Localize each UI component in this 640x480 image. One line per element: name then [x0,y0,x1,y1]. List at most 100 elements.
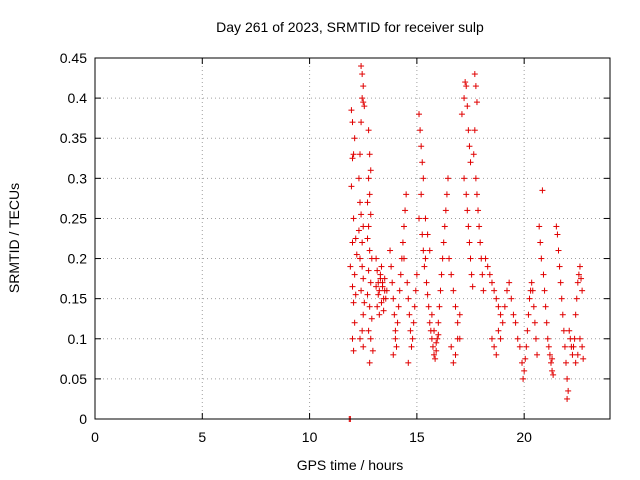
data-point [350,215,357,222]
data-point [444,175,451,182]
data-point [377,271,384,278]
data-point [364,291,371,298]
data-point [495,303,502,310]
data-point [369,347,376,354]
data-point [454,319,461,326]
data-point [458,111,465,118]
data-point [558,295,565,302]
data-point [463,83,470,90]
data-point [395,303,402,310]
data-point [574,279,581,286]
data-point [452,303,459,310]
data-point [536,223,543,230]
data-point [549,355,556,362]
data-point [404,279,411,286]
data-point [463,191,470,198]
data-point [470,151,477,158]
data-point [506,279,513,286]
data-point [516,343,523,350]
data-point [359,71,366,78]
data-point [520,375,527,382]
data-point [358,63,365,70]
x-tick-label: 5 [198,429,206,445]
data-point [378,263,385,270]
data-point [351,319,358,326]
data-point [350,151,357,158]
data-point [366,359,373,366]
data-point [367,167,374,174]
data-point [349,119,356,126]
data-point [359,327,366,334]
data-point [361,299,368,306]
data-point [420,247,427,254]
data-point [576,263,583,270]
data-point [579,287,586,294]
data-point [499,319,506,326]
data-point [465,127,472,134]
data-point [578,275,585,282]
data-point [491,343,498,350]
data-point [468,271,475,278]
data-point [424,231,431,238]
data-point [379,279,386,286]
data-point [374,267,381,274]
data-point [433,339,440,346]
data-point [522,355,529,362]
data-point [368,315,375,322]
tick-layer [94,57,610,420]
data-point [391,311,398,318]
data-point [546,351,553,358]
y-tick-label: 0.45 [60,50,87,66]
data-point [436,303,443,310]
data-point [537,239,544,246]
data-point [351,135,358,142]
data-point [464,103,471,110]
data-point [521,367,528,374]
data-point [519,359,526,366]
data-point [435,319,442,326]
data-point [545,343,552,350]
data-point [438,271,445,278]
data-point [554,231,561,238]
data-point [493,351,500,358]
data-point [482,255,489,262]
data-point [361,103,368,110]
data-point [359,263,366,270]
data-point [366,191,373,198]
data-point [428,311,435,318]
y-tick-label: 0.05 [60,371,87,387]
data-point [360,343,367,350]
data-point [357,255,364,262]
data-point [365,267,372,274]
data-point [401,223,407,230]
data-point [366,303,373,310]
data-point [495,327,502,334]
y-tick-label: 0.3 [68,170,88,186]
data-point [471,71,478,78]
data-point [472,83,479,90]
data-point [364,199,371,206]
data-point [555,247,562,254]
data-point [378,299,385,306]
data-point [376,287,383,294]
data-point [426,319,433,326]
data-point [526,295,533,302]
data-point [349,335,356,342]
data-point [450,359,457,366]
data-point [442,207,449,214]
data-point [450,287,457,294]
data-point [464,207,471,214]
data-point [428,335,435,342]
data-point [454,335,461,342]
x-tick-labels: 0 5 10 15 20 [91,429,532,445]
data-point [366,151,373,158]
data-point [473,99,480,106]
data-point [429,343,436,350]
x-tick-label: 20 [516,429,532,445]
data-point [475,207,482,214]
data-point [348,107,355,114]
data-point [410,319,417,326]
data-point [532,335,539,342]
data-point [576,335,583,342]
